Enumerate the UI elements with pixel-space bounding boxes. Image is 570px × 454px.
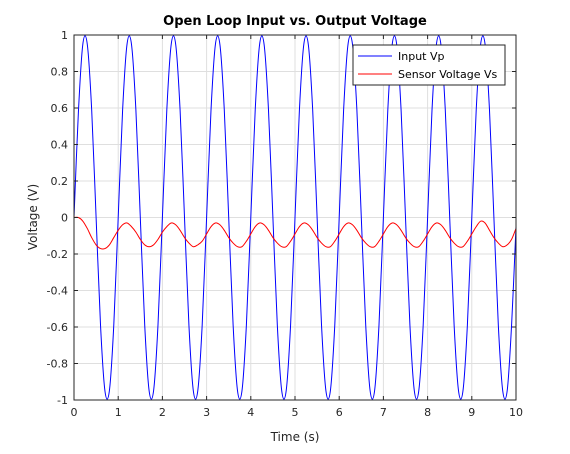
- x-tick-label: 10: [509, 406, 523, 419]
- x-tick-label: 9: [468, 406, 475, 419]
- legend-box: [352, 44, 506, 86]
- x-tick-label: 8: [424, 406, 431, 419]
- y-tick-label: 0.8: [51, 66, 69, 79]
- y-tick-label: 1: [61, 29, 68, 42]
- legend-label-sensor: Sensor Voltage Vs: [398, 68, 497, 81]
- x-tick-label: 2: [159, 406, 166, 419]
- y-tick-label: 0: [61, 212, 68, 225]
- legend-label-input: Input Vp: [398, 50, 445, 63]
- y-tick-label: -1: [57, 394, 68, 407]
- x-tick-label: 0: [71, 406, 78, 419]
- axis-ticks: 0 1 2 3 4 5 6 7 8 9 10 -1 -0.8 -0.6 -0.4 -0.2 0 0.2 0.4 0.6…: [47, 29, 523, 419]
- y-axis-label: Voltage (V): [26, 184, 40, 250]
- y-tick-label: -0.8: [47, 358, 68, 371]
- y-tick-label: -0.2: [47, 248, 68, 261]
- y-tick-label: 0.2: [51, 175, 69, 188]
- x-tick-label: 5: [292, 406, 299, 419]
- x-tick-label: 7: [380, 406, 387, 419]
- y-tick-label: 0.4: [51, 139, 69, 152]
- x-tick-label: 6: [336, 406, 343, 419]
- chart-title: Open Loop Input vs. Output Voltage: [163, 14, 427, 29]
- x-tick-label: 3: [203, 406, 210, 419]
- legend: Input Vp Sensor Voltage Vs: [352, 44, 506, 86]
- y-tick-label: -0.4: [47, 285, 68, 298]
- x-axis-label: Time (s): [270, 430, 320, 444]
- y-tick-label: -0.6: [47, 321, 68, 334]
- y-tick-label: 0.6: [51, 102, 69, 115]
- series-line-sensor-voltage-vs: [73, 216, 517, 250]
- x-tick-label: 4: [247, 406, 254, 419]
- x-tick-label: 1: [115, 406, 122, 419]
